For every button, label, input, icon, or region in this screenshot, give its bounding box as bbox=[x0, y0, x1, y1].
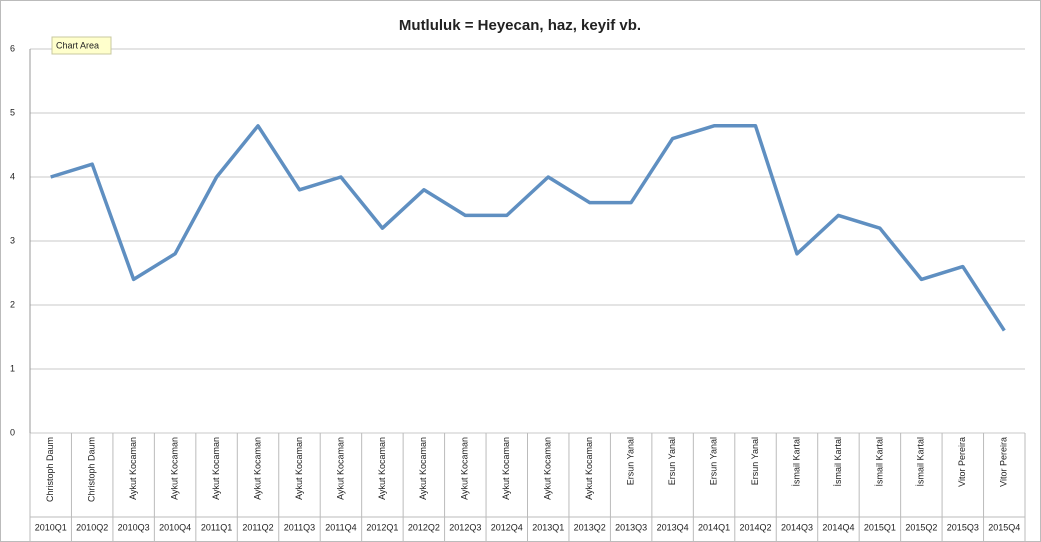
coach-label: Aykut Kocaman bbox=[584, 437, 594, 500]
coach-label: Aykut Kocaman bbox=[128, 437, 138, 500]
coach-label: İsmail Kartal bbox=[791, 437, 801, 487]
y-tick-label: 6 bbox=[10, 43, 15, 53]
x-tick-label: 2013Q2 bbox=[574, 522, 606, 532]
coach-label: Aykut Kocaman bbox=[294, 437, 304, 500]
coach-label: İsmail Kartal bbox=[833, 437, 843, 487]
y-tick-label: 4 bbox=[10, 171, 15, 181]
x-tick-label: 2015Q3 bbox=[947, 522, 979, 532]
coach-label: Vitor Pereira bbox=[957, 437, 967, 487]
coach-label: İsmail Kartal bbox=[916, 437, 926, 487]
x-tick-label: 2012Q1 bbox=[366, 522, 398, 532]
y-tick-label: 1 bbox=[10, 363, 15, 373]
coach-label: Christoph Daum bbox=[45, 437, 55, 502]
x-tick-label: 2013Q3 bbox=[615, 522, 647, 532]
x-tick-label: 2010Q2 bbox=[76, 522, 108, 532]
coach-label: İsmail Kartal bbox=[874, 437, 884, 487]
y-tick-label: 0 bbox=[10, 427, 15, 437]
x-tick-label: 2013Q4 bbox=[657, 522, 689, 532]
coach-label: Ersun Yanal bbox=[667, 437, 677, 485]
chart-title: Mutluluk = Heyecan, haz, keyif vb. bbox=[399, 17, 641, 34]
x-tick-label: 2014Q3 bbox=[781, 522, 813, 532]
x-tick-label: 2013Q1 bbox=[532, 522, 564, 532]
coach-label: Aykut Kocaman bbox=[543, 437, 553, 500]
y-tick-label: 5 bbox=[10, 107, 15, 117]
coach-label: Vitor Pereira bbox=[999, 437, 1009, 487]
x-tick-label: 2015Q4 bbox=[988, 522, 1020, 532]
x-tick-label: 2011Q3 bbox=[284, 522, 315, 532]
tooltip: Chart Area bbox=[51, 36, 112, 55]
coach-label: Aykut Kocaman bbox=[460, 437, 470, 500]
data-line bbox=[50, 124, 1006, 332]
x-tick-label: 2010Q3 bbox=[118, 522, 150, 532]
coach-label: Aykut Kocaman bbox=[501, 437, 511, 500]
coach-label: Aykut Kocaman bbox=[211, 437, 221, 500]
tooltip-box bbox=[51, 36, 112, 55]
coach-label: Aykut Kocaman bbox=[169, 437, 179, 500]
x-tick-label: 2010Q4 bbox=[159, 522, 191, 532]
x-tick-label: 2010Q1 bbox=[35, 522, 67, 532]
x-tick-label: 2012Q4 bbox=[491, 522, 523, 532]
x-tick-label: 2014Q4 bbox=[822, 522, 854, 532]
x-tick-label: 2015Q1 bbox=[864, 522, 896, 532]
coach-label: Aykut Kocaman bbox=[418, 437, 428, 500]
x-tick-label: 2014Q2 bbox=[740, 522, 772, 532]
x-tick-label: 2015Q2 bbox=[905, 522, 937, 532]
coach-label: Christoph Daum bbox=[87, 437, 97, 502]
x-tick-label: 2012Q3 bbox=[449, 522, 481, 532]
x-tick-label: 2011Q1 bbox=[201, 522, 232, 532]
x-tick-label: 2011Q4 bbox=[325, 522, 356, 532]
x-tick-label: 2012Q2 bbox=[408, 522, 440, 532]
coach-label: Ersun Yanal bbox=[626, 437, 636, 485]
y-tick-label: 2 bbox=[10, 299, 15, 309]
coach-label: Aykut Kocaman bbox=[377, 437, 387, 500]
coach-label: Aykut Kocaman bbox=[335, 437, 345, 500]
tooltip-text: Chart Area bbox=[56, 40, 99, 50]
coach-label: Ersun Yanal bbox=[708, 437, 718, 485]
coach-label: Aykut Kocaman bbox=[252, 437, 262, 500]
x-tick-label: 2014Q1 bbox=[698, 522, 730, 532]
x-tick-label: 2011Q2 bbox=[242, 522, 273, 532]
y-tick-label: 3 bbox=[10, 235, 15, 245]
coach-label: Ersun Yanal bbox=[750, 437, 760, 485]
